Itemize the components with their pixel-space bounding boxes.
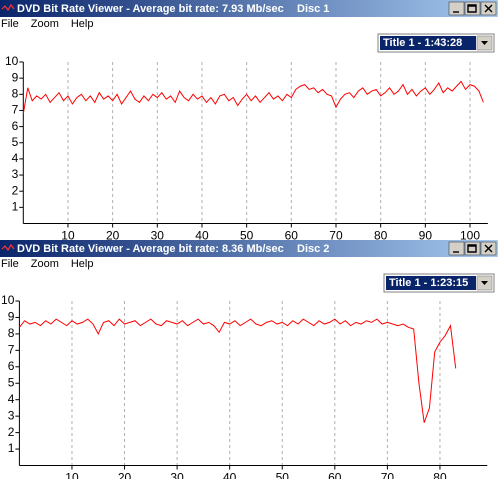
y-tick-label: 2 bbox=[8, 425, 15, 439]
y-tick-label: 7 bbox=[12, 103, 19, 117]
window-title: DVD Bit Rate Viewer - Average bit rate: … bbox=[17, 3, 284, 15]
title-bar bbox=[0, 0, 498, 17]
bitrate-line bbox=[19, 318, 457, 423]
y-tick-label: 3 bbox=[12, 167, 19, 181]
menu-item[interactable]: Help bbox=[71, 18, 94, 30]
selector-highlight bbox=[380, 36, 476, 50]
menu-bar bbox=[0, 17, 498, 31]
y-tick-label: 8 bbox=[8, 326, 15, 340]
x-tick-label: 70 bbox=[329, 229, 343, 243]
y-tick-label: 2 bbox=[12, 183, 19, 197]
y-tick-label: 10 bbox=[5, 54, 19, 68]
y-tick-label: 9 bbox=[12, 70, 19, 84]
y-tick-label: 1 bbox=[12, 200, 19, 214]
y-tick-label: 7 bbox=[8, 343, 15, 357]
menu-item[interactable]: Zoom bbox=[31, 18, 59, 30]
max-button[interactable] bbox=[464, 241, 481, 256]
y-tick-label: 1 bbox=[8, 441, 15, 455]
y-tick-label: 3 bbox=[8, 408, 15, 422]
selector-highlight bbox=[386, 276, 476, 290]
menu-item[interactable]: Zoom bbox=[31, 258, 59, 270]
x-tick-label: 70 bbox=[381, 471, 395, 479]
max-glyph bbox=[467, 4, 477, 13]
menu-item[interactable]: File bbox=[1, 258, 19, 270]
y-tick-label: 6 bbox=[8, 359, 15, 373]
x-tick-label: 20 bbox=[106, 229, 120, 243]
y-tick-label: 4 bbox=[8, 392, 15, 406]
x-tick-label: 80 bbox=[433, 471, 447, 479]
x-tick-label: 30 bbox=[170, 471, 184, 479]
y-tick-label: 10 bbox=[1, 293, 15, 307]
x-tick-label: 90 bbox=[419, 229, 433, 243]
disc-label: Disc 2 bbox=[297, 243, 329, 255]
dropdown-arrow bbox=[481, 41, 488, 45]
x-tick-label: 30 bbox=[151, 229, 165, 243]
menu-bar bbox=[0, 257, 498, 271]
y-tick-label: 9 bbox=[8, 310, 15, 324]
window-title: DVD Bit Rate Viewer - Average bit rate: … bbox=[17, 243, 284, 255]
selector-text: Title 1 - 1:23:15 bbox=[389, 277, 468, 289]
menu-item[interactable]: Help bbox=[71, 258, 94, 270]
selector-text: Title 1 - 1:43:28 bbox=[383, 37, 462, 49]
dropdown-arrow bbox=[481, 281, 488, 285]
min-button[interactable] bbox=[448, 241, 465, 256]
x-tick-label: 40 bbox=[195, 229, 209, 243]
x-tick-label: 80 bbox=[374, 229, 388, 243]
x-tick-label: 50 bbox=[276, 471, 290, 479]
x-tick-label: 100 bbox=[460, 229, 480, 243]
disc-label: Disc 1 bbox=[297, 3, 329, 15]
x-tick-label: 60 bbox=[328, 471, 342, 479]
max-button[interactable] bbox=[464, 1, 481, 16]
y-tick-label: 8 bbox=[12, 86, 19, 100]
menu-item[interactable]: File bbox=[1, 18, 19, 30]
x-tick-label: 10 bbox=[61, 229, 75, 243]
y-tick-label: 6 bbox=[12, 119, 19, 133]
close-glyph bbox=[484, 244, 493, 253]
app-icon bbox=[1, 243, 15, 252]
y-tick-label: 4 bbox=[12, 151, 19, 165]
app-icon bbox=[1, 3, 15, 12]
close-glyph bbox=[484, 4, 493, 13]
y-tick-label: 5 bbox=[12, 135, 19, 149]
min-button[interactable] bbox=[448, 1, 465, 16]
y-tick-label: 5 bbox=[8, 375, 15, 389]
title-bar bbox=[0, 240, 498, 257]
x-tick-label: 20 bbox=[118, 471, 132, 479]
x-tick-label: 10 bbox=[65, 471, 79, 479]
x-tick-label: 40 bbox=[223, 471, 237, 479]
max-glyph bbox=[467, 244, 477, 253]
x-tick-label: 50 bbox=[240, 229, 254, 243]
x-tick-label: 60 bbox=[285, 229, 299, 243]
bitrate-line bbox=[22, 80, 484, 114]
